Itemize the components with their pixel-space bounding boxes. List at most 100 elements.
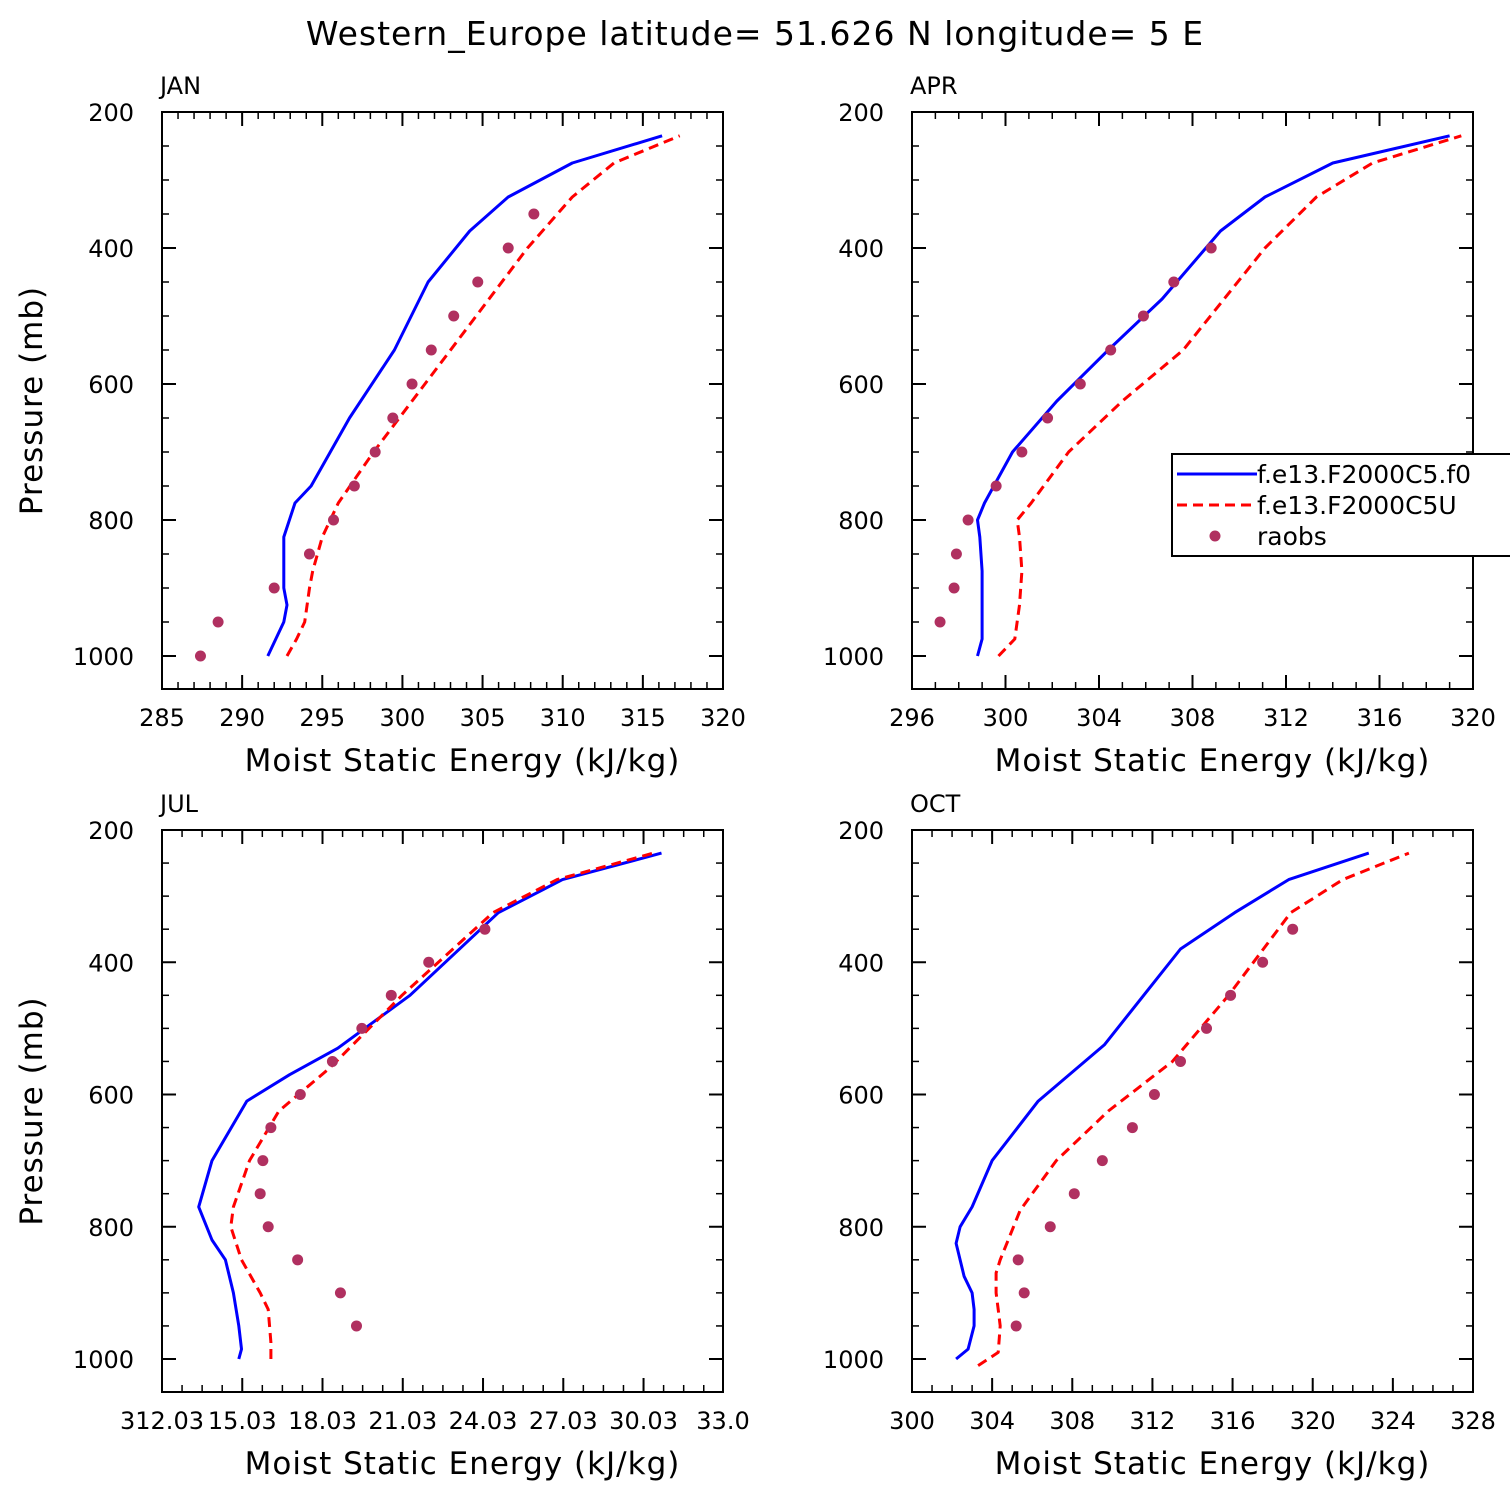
data-point-raobs (528, 208, 540, 220)
data-point-raobs (385, 989, 397, 1001)
y-tick-label: 1000 (73, 643, 134, 671)
plot-area (194, 134, 681, 662)
data-point-raobs (948, 582, 960, 594)
data-point-raobs (950, 548, 962, 560)
x-tick-label: 304 (1076, 704, 1122, 732)
x-tick-label: 305 (460, 704, 506, 732)
data-point-raobs (1225, 989, 1237, 1001)
data-point-raobs (265, 1122, 277, 1134)
data-point-raobs (1126, 1122, 1138, 1134)
series-line-f-e13-f2000c5u (229, 851, 654, 1359)
data-point-raobs (254, 1188, 266, 1200)
data-point-raobs (328, 514, 340, 526)
x-tick-label: 320 (1450, 704, 1496, 732)
data-point-raobs (1096, 1155, 1108, 1167)
data-point-raobs (326, 1055, 338, 1067)
data-point-raobs (1042, 412, 1054, 424)
x-tick-label: 300 (983, 704, 1029, 732)
data-point-raobs (425, 344, 437, 356)
x-tick-label: 316 (1357, 704, 1403, 732)
x-axis-title: Moist Static Energy (kJ/kg) (245, 1446, 681, 1482)
y-tick-label: 1000 (73, 1346, 134, 1374)
legend-label: raobs (1257, 522, 1327, 551)
x-tick-label: 324 (1370, 1407, 1416, 1435)
series-line-f-e13-f2000c5-f0 (266, 134, 663, 657)
data-point-raobs (387, 412, 399, 424)
panel-jul: JUL 312.03 15.03 18.03 21.03 24.03 27.03 30.03 3… (14, 790, 750, 1482)
y-tick-label: 200 (88, 99, 134, 127)
data-point-raobs (1010, 1320, 1022, 1332)
data-point-raobs (268, 582, 280, 594)
y-tick-label: 800 (838, 1214, 884, 1242)
x-tick-label: 290 (219, 704, 265, 732)
x-tick-label: 310 (540, 704, 586, 732)
data-point-raobs (1044, 1221, 1056, 1233)
x-tick-label: 30.03 (609, 1407, 678, 1435)
data-point-raobs (294, 1089, 306, 1100)
data-point-raobs (257, 1155, 269, 1167)
y-tick-label: 200 (88, 817, 134, 845)
x-tick-label: 27.03 (529, 1407, 598, 1435)
x-tick-label: 24.03 (449, 1407, 518, 1435)
y-tick-label: 200 (838, 99, 884, 127)
data-point-raobs (472, 276, 484, 288)
y-tick-label: 1000 (823, 643, 884, 671)
data-point-raobs (1148, 1089, 1160, 1100)
x-tick-label: 18.03 (288, 1407, 357, 1435)
legend-label: f.e13.F2000C5U (1257, 491, 1457, 520)
x-tick-label: 308 (1049, 1407, 1095, 1435)
data-point-raobs (502, 242, 514, 254)
data-point-raobs (1257, 956, 1269, 968)
data-point-raobs (1105, 344, 1117, 356)
data-point-raobs (406, 378, 418, 390)
x-tick-label: 304 (969, 1407, 1015, 1435)
data-point-raobs (1074, 378, 1086, 390)
data-point-raobs (1205, 242, 1217, 254)
data-point-raobs (1174, 1055, 1186, 1067)
data-point-raobs (1168, 276, 1180, 288)
y-tick-label: 200 (838, 817, 884, 845)
panel-label: JAN (158, 72, 201, 100)
plot-frame (161, 111, 724, 690)
plot-area (934, 134, 1462, 658)
y-tick-label: 600 (88, 1082, 134, 1110)
y-tick-label: 400 (838, 949, 884, 977)
y-tick-label: 400 (88, 949, 134, 977)
data-point-raobs (479, 923, 491, 935)
x-tick-label: 328 (1450, 1407, 1496, 1435)
panel-apr: APR 296 300 304 308 312 316 320 200 400 600 800 1000… (823, 72, 1510, 779)
data-point-raobs (212, 616, 224, 628)
data-point-raobs (348, 480, 360, 492)
data-point-raobs (1287, 923, 1299, 935)
data-point-raobs (350, 1320, 362, 1332)
data-point-raobs (423, 956, 435, 968)
series-line-f-e13-f2000c5u (977, 851, 1410, 1367)
data-point-raobs (990, 480, 1002, 492)
x-tick-label: 300 (380, 704, 426, 732)
x-tick-label: 315 (620, 704, 666, 732)
x-axis-title: Moist Static Energy (kJ/kg) (245, 743, 681, 779)
series-line-f-e13-f2000c5-f0 (197, 851, 662, 1360)
x-tick-label: 312 (1263, 704, 1309, 732)
data-point-raobs (934, 616, 946, 628)
data-point-raobs (962, 514, 974, 526)
data-point-raobs (1016, 446, 1028, 458)
panel-oct: OCT 300 304 308 312 316 320 324 328 200 400 600 800 1… (823, 790, 1496, 1482)
plot-area (197, 851, 662, 1360)
x-tick-label: 296 (889, 704, 935, 732)
plot-area (954, 851, 1410, 1367)
series-line-f-e13-f2000c5-f0 (954, 851, 1370, 1361)
x-tick-label: 295 (299, 704, 345, 732)
y-tick-label: 600 (88, 371, 134, 399)
data-point-raobs (292, 1254, 304, 1266)
y-axis-title: Pressure (mb) (14, 286, 50, 515)
x-tick-label: 316 (1210, 1407, 1256, 1435)
legend-marker (1209, 530, 1221, 542)
data-point-raobs (1137, 310, 1149, 322)
data-point-raobs (262, 1221, 274, 1233)
data-point-raobs (356, 1022, 368, 1034)
panel-jan: JAN 285 290 295 300 305 310 315 320 200 400 600 800 1… (14, 72, 746, 779)
y-tick-label: 400 (88, 235, 134, 263)
series-line-f-e13-f2000c5u (997, 134, 1462, 658)
